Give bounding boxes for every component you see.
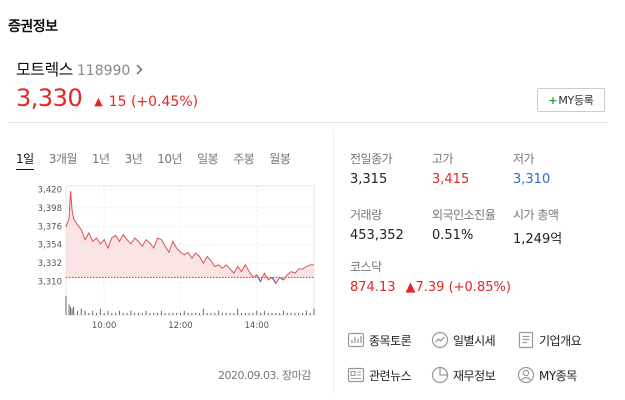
stat-high: 고가 3,415 bbox=[432, 150, 469, 187]
price-line bbox=[65, 190, 314, 285]
stat-label: 고가 bbox=[432, 152, 454, 166]
link-discussion[interactable]: 종목토론 bbox=[347, 330, 431, 350]
y-tick-label: 3,398 bbox=[38, 204, 62, 214]
y-tick-label: 3,332 bbox=[38, 259, 62, 269]
my-stock-icon bbox=[517, 366, 535, 384]
price-change: ▲ 15 (+0.45%) bbox=[94, 94, 198, 110]
link-news[interactable]: 관련뉴스 bbox=[347, 365, 431, 385]
tab-1year[interactable]: 1년 bbox=[91, 152, 110, 166]
link-my-stocks[interactable]: MY종목 bbox=[517, 365, 607, 385]
chevron-right-icon[interactable] bbox=[136, 64, 143, 79]
stock-name[interactable]: 모트렉스 bbox=[16, 60, 73, 79]
quick-links: 종목토론 일별시세 기업개요 관련뉴스 재무정보 MY종목 bbox=[347, 330, 607, 385]
link-company-overview[interactable]: 기업개요 bbox=[517, 330, 607, 350]
link-label: MY종목 bbox=[539, 368, 577, 383]
stat-low: 저가 3,310 bbox=[513, 150, 550, 187]
stat-value: 3,315 bbox=[350, 172, 388, 187]
stat-label: 저가 bbox=[513, 152, 535, 166]
x-tick-label: 14:00 bbox=[245, 321, 270, 331]
section-title: 증권정보 bbox=[8, 19, 58, 35]
price-line-below bbox=[256, 274, 262, 282]
stat-value: 0.51% bbox=[432, 228, 474, 243]
stat-market-cap: 시가 총액 1,249억 bbox=[513, 206, 562, 247]
y-tick-label: 3,420 bbox=[38, 185, 62, 195]
link-label: 일별시세 bbox=[453, 333, 496, 348]
stat-label: 외국인소진율 bbox=[432, 208, 496, 222]
discussion-icon bbox=[347, 331, 365, 349]
current-price: 3,330 bbox=[16, 84, 83, 112]
link-label: 재무정보 bbox=[453, 368, 496, 383]
y-tick-label: 3,376 bbox=[38, 222, 62, 232]
add-my-stock-button[interactable]: + MY등록 bbox=[537, 88, 605, 112]
tab-3year[interactable]: 3년 bbox=[124, 152, 143, 166]
price-line-below bbox=[271, 277, 277, 284]
add-my-stock-label: MY등록 bbox=[558, 94, 594, 107]
y-tick-label: 3,354 bbox=[38, 241, 62, 251]
stat-value: 3,310 bbox=[513, 172, 551, 187]
stock-code: 118990 bbox=[76, 63, 131, 79]
link-label: 종목토론 bbox=[369, 333, 412, 348]
stat-value: 1,249억 bbox=[513, 232, 563, 247]
kosdaq-change: ▲7.39 (+0.85%) bbox=[405, 280, 511, 295]
daily-price-icon bbox=[431, 331, 449, 349]
stat-kosdaq: 코스닥 874.13 ▲7.39 (+0.85%) bbox=[350, 258, 511, 295]
stock-header[interactable]: 모트렉스 118990 bbox=[16, 56, 143, 80]
chart-period-tabs: 1일 3개월 1년 3년 10년 일봉 주봉 월봉 bbox=[16, 150, 305, 170]
stat-label: 거래량 bbox=[350, 208, 382, 222]
tab-3month[interactable]: 3개월 bbox=[48, 152, 78, 166]
tab-monthly-candle[interactable]: 월봉 bbox=[269, 152, 291, 166]
price-line-below bbox=[279, 277, 284, 281]
link-label: 기업개요 bbox=[539, 333, 582, 348]
stat-prev-close: 전일종가 3,315 bbox=[350, 150, 393, 187]
stat-volume: 거래량 453,352 bbox=[350, 206, 404, 243]
stat-value: 453,352 bbox=[350, 228, 404, 243]
news-icon bbox=[347, 366, 365, 384]
stat-label: 전일종가 bbox=[350, 152, 393, 166]
tab-weekly-candle[interactable]: 주봉 bbox=[233, 152, 255, 166]
stat-value: 3,415 bbox=[432, 172, 470, 187]
price-change-text: 15 (+0.45%) bbox=[108, 94, 199, 110]
kosdaq-value: 874.13 bbox=[350, 280, 396, 295]
financial-icon bbox=[431, 366, 449, 384]
link-label: 관련뉴스 bbox=[369, 368, 412, 383]
chart-date-label: 2020.09.03. 장마감 bbox=[218, 369, 311, 382]
intraday-price-chart[interactable]: 3,420 3,398 3,376 3,354 3,332 3,310 10:00 12:00… bbox=[0, 178, 330, 340]
plus-icon: + bbox=[548, 93, 558, 107]
header-divider bbox=[8, 122, 607, 123]
stat-label: 시가 총액 bbox=[513, 208, 559, 222]
price-row: 3,330 ▲ 15 (+0.45%) bbox=[16, 84, 198, 112]
y-tick-label: 3,310 bbox=[38, 278, 62, 288]
tab-1day[interactable]: 1일 bbox=[16, 150, 34, 170]
company-overview-icon bbox=[517, 331, 535, 349]
panel-divider bbox=[333, 130, 334, 393]
x-tick-label: 10:00 bbox=[92, 321, 117, 331]
up-arrow-icon: ▲ bbox=[94, 95, 103, 108]
price-area-fill bbox=[66, 191, 314, 284]
stat-foreign-ratio: 외국인소진율 0.51% bbox=[432, 206, 496, 243]
link-daily-price[interactable]: 일별시세 bbox=[431, 330, 517, 350]
tab-10year[interactable]: 10년 bbox=[157, 152, 183, 166]
link-financial[interactable]: 재무정보 bbox=[431, 365, 517, 385]
x-tick-label: 12:00 bbox=[168, 321, 193, 331]
tab-daily-candle[interactable]: 일봉 bbox=[197, 152, 219, 166]
stat-label: 코스닥 bbox=[350, 260, 382, 274]
